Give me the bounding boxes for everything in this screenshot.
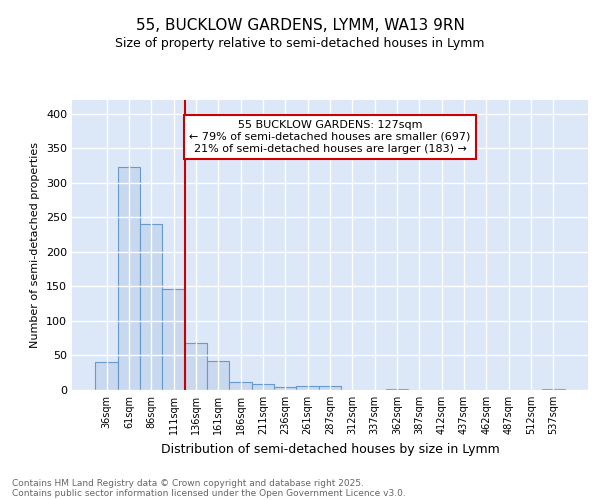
Text: Size of property relative to semi-detached houses in Lymm: Size of property relative to semi-detach… — [115, 38, 485, 51]
Bar — [163, 288, 185, 390]
Text: Contains HM Land Registry data © Crown copyright and database right 2025.: Contains HM Land Registry data © Crown c… — [12, 478, 364, 488]
Y-axis label: Number of semi-detached properties: Number of semi-detached properties — [31, 142, 40, 348]
Bar — [185, 343, 207, 390]
Bar — [319, 386, 341, 390]
Bar — [207, 361, 229, 390]
Bar — [296, 386, 319, 390]
Bar — [95, 362, 118, 390]
Bar — [252, 384, 274, 390]
Bar — [386, 388, 408, 390]
Text: Contains public sector information licensed under the Open Government Licence v3: Contains public sector information licen… — [12, 488, 406, 498]
Bar — [229, 382, 252, 390]
Bar — [274, 387, 296, 390]
X-axis label: Distribution of semi-detached houses by size in Lymm: Distribution of semi-detached houses by … — [161, 442, 499, 456]
Bar — [542, 388, 565, 390]
Text: 55, BUCKLOW GARDENS, LYMM, WA13 9RN: 55, BUCKLOW GARDENS, LYMM, WA13 9RN — [136, 18, 464, 32]
Text: 55 BUCKLOW GARDENS: 127sqm
← 79% of semi-detached houses are smaller (697)
21% o: 55 BUCKLOW GARDENS: 127sqm ← 79% of semi… — [190, 120, 470, 154]
Bar — [140, 224, 163, 390]
Bar — [118, 167, 140, 390]
